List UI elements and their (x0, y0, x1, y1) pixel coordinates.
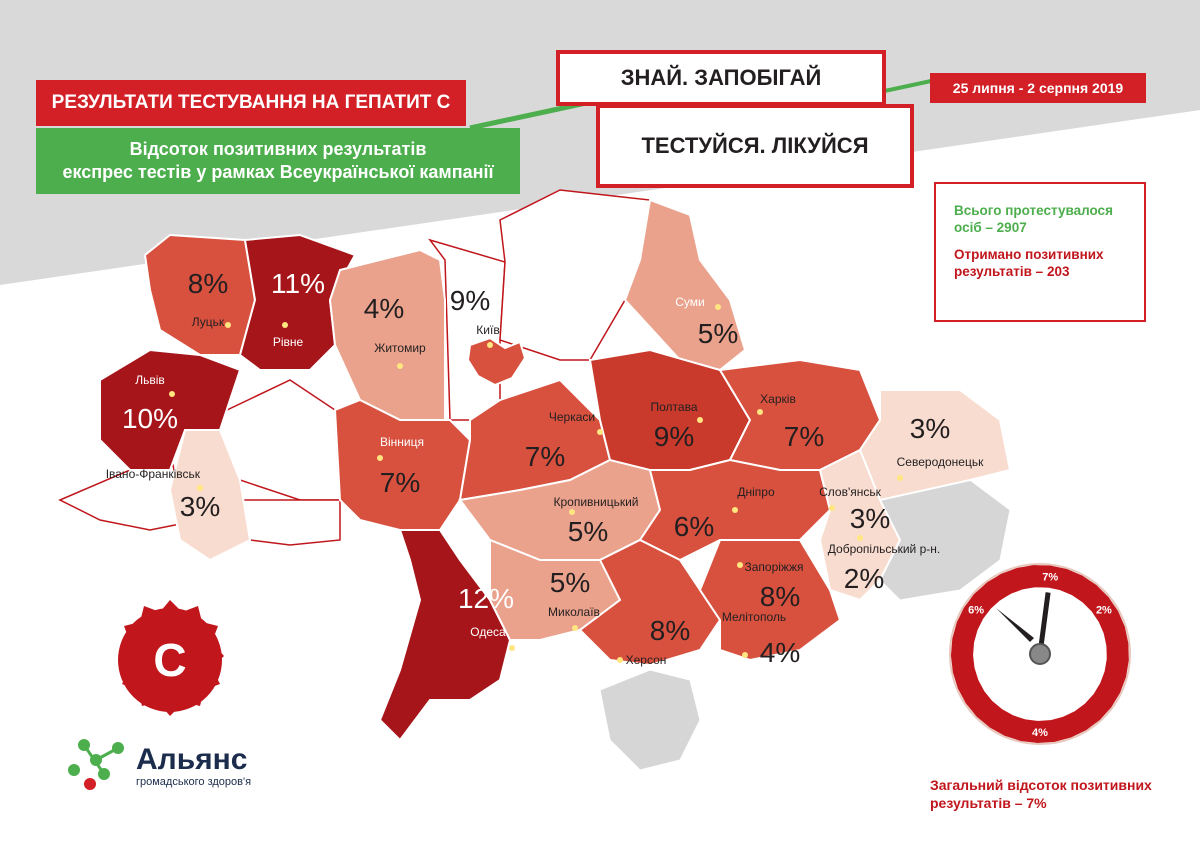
region-ivano-frankivsk (168, 429, 252, 562)
gauge-hub (1029, 643, 1051, 665)
gauge-arc (950, 565, 1129, 744)
region-chernivtsi (239, 499, 341, 546)
gauge-tick-4: 4% (1032, 727, 1048, 739)
city-sumy: Суми (675, 295, 704, 309)
percent-vinnytsia: 7% (380, 467, 420, 498)
map-labels: 8% Луцьк 11% Рівне 4% Житомир 9% Київ 5%… (106, 268, 984, 668)
stat-total: Всього протестувалося осіб – 2907 (954, 203, 1113, 235)
percent-lutsk: 8% (188, 268, 228, 299)
city-rivne: Рівне (273, 335, 304, 349)
date-badge: 25 липня - 2 серпня 2019 (930, 73, 1146, 103)
slogan-1: ЗНАЙ. ЗАПОБІГАЙ (620, 65, 822, 90)
percent-kherson: 8% (650, 615, 690, 646)
city-ivano-frankivsk: Івано-Франківськ (106, 467, 201, 481)
region-sumy (623, 198, 747, 372)
city-lutsk: Луцьк (192, 315, 225, 329)
city-zhytomyr: Житомир (374, 341, 426, 355)
percent-zaporizhzhia: 8% (760, 581, 800, 612)
city-poltava: Полтава (651, 400, 698, 414)
city-sievierodonetsk: Северодонецьк (897, 455, 984, 469)
region-zhytomyr (328, 248, 446, 421)
hepatitis-c-badge: C (118, 600, 224, 716)
logo: Альянс громадського здоров'я (136, 744, 251, 789)
stats-box: Всього протестувалося осіб – 2907 Отрима… (934, 182, 1146, 322)
region-donetsk (818, 448, 902, 602)
city-vinnytsia: Вінниця (380, 435, 424, 449)
overall-text: Загальний відсоток позитивних результаті… (930, 777, 1152, 811)
stat-positive: Отримано позитивних результатів – 203 (954, 247, 1104, 279)
city-zaporizhzhia: Запоріжжя (745, 560, 804, 574)
region-zaporizhzhia (698, 539, 842, 662)
percent-kyiv: 9% (450, 285, 490, 316)
city-kharkiv: Харків (760, 392, 796, 406)
gauge-needle-tail (996, 608, 1034, 642)
percent-melitopol: 4% (760, 637, 800, 668)
gauge-tick-7: 7% (1042, 572, 1058, 584)
slogan-2: ТЕСТУЙСЯ. ЛІКУЙСЯ (641, 133, 869, 158)
region-kyiv-city (466, 336, 527, 387)
percent-sievierodonetsk: 3% (910, 413, 950, 444)
percent-kharkiv: 7% (784, 421, 824, 452)
logo-name: Альянс (136, 743, 248, 776)
percent-poltava: 9% (654, 421, 694, 452)
city-dobropillia: Добропільський р-н. (828, 542, 940, 556)
city-kyiv: Київ (476, 323, 499, 337)
percent-rivne: 11% (271, 268, 325, 299)
overall-gauge: 2% 4% 6% 7% (949, 563, 1131, 745)
logo-icon (68, 739, 124, 790)
city-odesa: Одеса (470, 625, 506, 639)
percent-dobropillia: 2% (844, 563, 884, 594)
region-chernihiv (499, 189, 651, 361)
city-mykolaiv: Миколаїв (548, 605, 600, 619)
badge-letter: C (153, 634, 186, 686)
percent-zhytomyr: 4% (364, 293, 404, 324)
title-banner: РЕЗУЛЬТАТИ ТЕСТУВАННЯ НА ГЕПАТИТ С (36, 80, 466, 126)
percent-sumy: 5% (698, 318, 738, 349)
city-dnipro: Дніпро (737, 485, 775, 499)
percent-sloviansk: 3% (850, 503, 890, 534)
city-kropyvnytskyi: Кропивницький (553, 495, 638, 509)
region-crimea (599, 669, 701, 771)
region-rivne (238, 233, 357, 371)
percent-cherkasy: 7% (525, 441, 565, 472)
subtitle-banner: Відсоток позитивних результатів експрес … (36, 128, 520, 194)
gauge-tick-2: 2% (1096, 604, 1112, 616)
slogan-box-2: ТЕСТУЙСЯ. ЛІКУЙСЯ (596, 104, 914, 188)
city-dots (169, 304, 903, 663)
city-melitopol: Мелітополь (722, 610, 786, 624)
percent-lviv: 10% (122, 403, 178, 434)
subtitle-line-1: Відсоток позитивних результатів (129, 139, 427, 159)
percent-dnipro: 6% (674, 511, 714, 542)
percent-odesa: 12% (458, 583, 514, 614)
region-vinnytsia (333, 398, 472, 531)
city-cherkasy: Черкаси (549, 410, 595, 424)
logo-subtitle: громадського здоров'я (136, 776, 252, 788)
percent-kropyvnytskyi: 5% (568, 516, 608, 547)
title-text: РЕЗУЛЬТАТИ ТЕСТУВАННЯ НА ГЕПАТИТ С (51, 92, 451, 113)
region-luhansk (858, 389, 1012, 502)
percent-ivano-frankivsk: 3% (180, 491, 220, 522)
city-sloviansk: Слов'янськ (819, 485, 882, 499)
gauge-tick-6: 6% (968, 604, 984, 616)
gauge-tick-labels: 2% 4% 6% 7% (968, 572, 1112, 739)
city-kherson: Херсон (626, 653, 667, 667)
percent-mykolaiv: 5% (550, 567, 590, 598)
region-odesa (378, 529, 512, 742)
subtitle-line-2: експрес тестів у рамках Всеукраїнської к… (62, 162, 494, 182)
city-lviv: Львів (135, 373, 165, 387)
region-kherson (578, 538, 722, 667)
